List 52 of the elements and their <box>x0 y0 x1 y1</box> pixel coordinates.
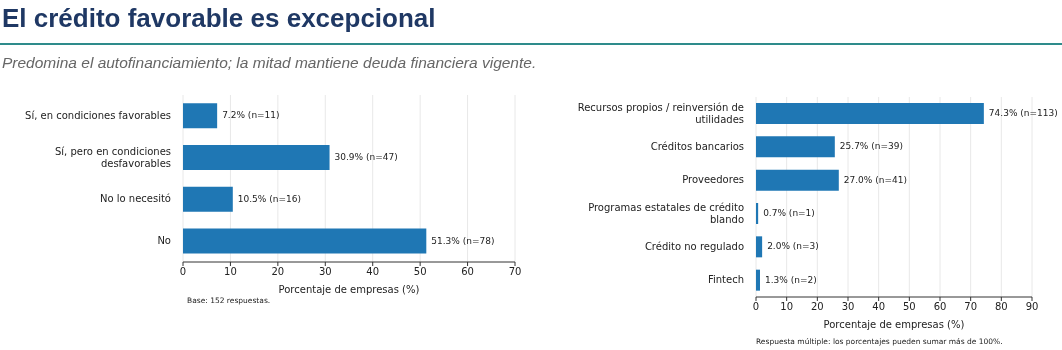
x-tick-label: 60 <box>461 266 474 278</box>
x-tick-label: 30 <box>841 301 855 313</box>
x-tick-label: 70 <box>964 301 978 313</box>
x-tick-label: 50 <box>413 266 427 278</box>
y-tick-label: Sí, en condiciones favorables <box>25 109 171 121</box>
bar <box>756 203 759 224</box>
x-tick-label: 80 <box>994 301 1008 313</box>
x-tick-label: 60 <box>933 301 947 313</box>
x-tick-label: 0 <box>179 266 187 278</box>
bar <box>756 169 839 191</box>
x-tick-label: 90 <box>1025 301 1039 313</box>
y-tick-label: Créditos bancarios <box>650 141 744 152</box>
data-label: 74.3% (n=113) <box>988 108 1058 118</box>
chart-title: El crédito favorable es excepcional <box>2 3 436 34</box>
data-label: 2.0% (n=3) <box>767 241 819 252</box>
bar <box>756 236 763 258</box>
y-tick-label: No <box>157 235 171 247</box>
data-label: 1.3% (n=2) <box>764 274 817 285</box>
x-tick-label: 40 <box>366 266 380 278</box>
x-tick-label: 10 <box>224 266 237 278</box>
bar <box>183 145 330 171</box>
data-label: 30.9% (n=47) <box>334 152 398 163</box>
y-tick-label: No lo necesitó <box>99 193 171 205</box>
bar <box>183 228 427 254</box>
y-tick-label: Programas estatales de crédito blando <box>588 201 744 225</box>
x-tick-label: 40 <box>872 301 886 313</box>
data-label: 27.0% (n=41) <box>843 174 907 185</box>
x-tick-label: 10 <box>780 301 794 313</box>
chart-subtitle: Predomina el autofinanciamiento; la mitad mantiene deuda financiera vigente. <box>2 54 537 72</box>
x-tick-label: 50 <box>902 301 916 313</box>
x-tick-label: 20 <box>810 301 824 313</box>
x-axis-title: Porcentaje de empresas (%) <box>278 284 420 295</box>
x-tick-label: 30 <box>318 266 332 278</box>
x-tick-label: 20 <box>271 266 285 278</box>
x-tick-label: 70 <box>508 266 522 278</box>
y-tick-label: Crédito no regulado <box>644 241 744 252</box>
y-tick-label: Proveedores <box>682 174 744 186</box>
y-tick-label: Recursos propios / reinversión de utilidades <box>577 101 744 125</box>
x-axis-title: Porcentaje de empresas (%) <box>823 319 965 330</box>
bar <box>756 103 984 124</box>
data-label: 10.5% (n=16) <box>237 193 301 204</box>
data-label: 7.2% (n=11) <box>222 110 280 121</box>
data-label: 0.7% (n=1) <box>763 208 815 218</box>
bar <box>756 136 835 158</box>
bar <box>756 269 760 291</box>
bar <box>183 186 233 212</box>
y-tick-label: Sí, pero en condiciones desfavorables <box>54 145 171 169</box>
x-tick-label: 0 <box>752 301 760 313</box>
y-tick-label: Fintech <box>707 274 744 286</box>
data-label: 51.3% (n=78) <box>431 235 495 246</box>
data-label: 25.7% (n=39) <box>839 141 903 152</box>
bar <box>183 103 218 129</box>
